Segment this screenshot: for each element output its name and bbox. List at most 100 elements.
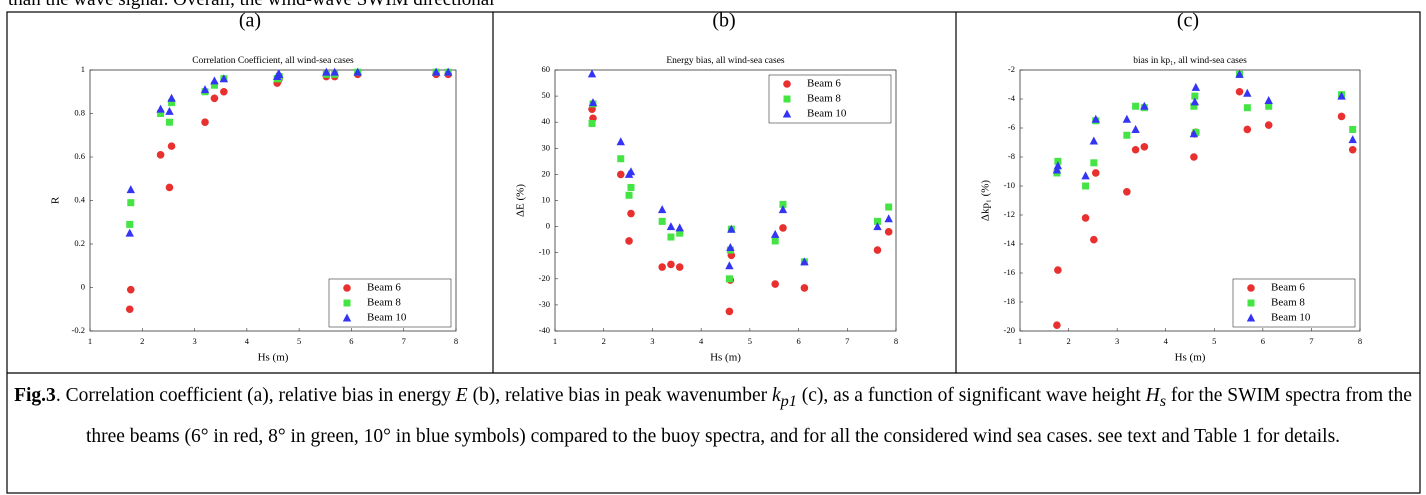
caption: Fig.3. Correlation coefficient (a), rela… — [10, 378, 1416, 455]
marker — [167, 142, 176, 150]
marker — [783, 95, 791, 103]
y-tick-label: -12 — [1004, 209, 1015, 219]
y-tick-label: -16 — [1004, 267, 1015, 277]
table-border — [6, 11, 1421, 494]
marker — [1247, 299, 1255, 307]
marker — [587, 69, 597, 78]
body-text: than the wave signal. Overall, the wind-… — [8, 0, 494, 11]
marker — [1264, 95, 1273, 104]
caption-math: H — [1145, 385, 1160, 406]
marker — [322, 67, 331, 76]
marker — [873, 246, 882, 254]
marker — [1337, 112, 1346, 121]
x-tick-label: 1 — [1018, 336, 1022, 346]
x-tick-label: 5 — [748, 336, 752, 346]
marker — [1235, 69, 1244, 78]
y-tick-label: 0 — [546, 221, 550, 231]
marker — [126, 220, 134, 228]
marker — [353, 67, 362, 76]
x-tick-label: 4 — [1164, 336, 1169, 346]
x-tick-label: 2 — [140, 336, 144, 346]
marker — [779, 224, 787, 232]
marker — [1082, 182, 1090, 190]
caption-text: for the SWIM spectra from the three beam… — [85, 385, 1412, 447]
y-tick-label: -4 — [1008, 93, 1016, 103]
caption-math: E — [455, 385, 468, 406]
y-tick-label: -14 — [1004, 238, 1016, 248]
marker — [800, 257, 809, 266]
marker — [1191, 92, 1199, 100]
caption-label: Fig.3 — [14, 385, 56, 406]
marker — [779, 200, 787, 208]
caption-math: p1 — [780, 391, 797, 410]
legend-label: Beam 8 — [807, 93, 841, 105]
x-tick-label: 3 — [1115, 336, 1119, 346]
marker — [658, 217, 666, 225]
marker — [1131, 145, 1140, 154]
marker — [1349, 125, 1357, 133]
marker — [167, 93, 176, 102]
marker — [676, 229, 684, 237]
legend-label: Beam 8 — [1271, 297, 1305, 309]
x-tick-label: 2 — [1066, 336, 1070, 346]
marker — [201, 118, 209, 126]
marker — [443, 67, 453, 76]
marker — [588, 98, 598, 107]
y-axis-label: ΔE (%) — [515, 184, 527, 217]
x-tick-label: 5 — [297, 336, 301, 346]
marker — [343, 299, 351, 307]
legend-label: Beam 8 — [367, 297, 401, 309]
x-tick-label: 4 — [699, 336, 704, 346]
marker — [125, 228, 134, 237]
marker — [210, 76, 219, 85]
marker — [210, 94, 219, 103]
marker — [125, 305, 134, 314]
plot-title: bias in kp₁, all wind-sea cases — [1133, 56, 1247, 66]
marker — [342, 313, 352, 322]
caption-text: . Correlation coefficient (a), relative … — [55, 385, 456, 406]
marker — [667, 260, 675, 269]
marker — [1348, 145, 1357, 154]
marker — [1190, 102, 1198, 110]
panel-label: (b) — [712, 10, 735, 32]
y-tick-label: 0.6 — [74, 151, 85, 161]
x-axis-label: Hs (m) — [1175, 352, 1206, 364]
marker — [1131, 124, 1140, 133]
x-tick-label: 6 — [796, 336, 800, 346]
marker — [1123, 188, 1131, 196]
marker — [884, 228, 893, 236]
marker — [126, 285, 135, 294]
y-tick-label: 60 — [542, 64, 551, 74]
x-tick-label: 1 — [88, 336, 92, 346]
x-tick-label: 8 — [894, 336, 898, 346]
marker — [625, 191, 633, 199]
y-tick-label: 30 — [542, 142, 551, 152]
marker — [1337, 91, 1346, 100]
y-tick-label: -10 — [1004, 180, 1015, 190]
plot-title: Energy bias, all wind-sea cases — [666, 56, 785, 66]
marker — [330, 67, 339, 76]
marker — [782, 109, 792, 118]
marker — [1243, 104, 1251, 112]
marker — [627, 209, 635, 218]
x-axis-label: Hs (m) — [258, 352, 289, 364]
marker — [1243, 88, 1252, 97]
marker — [165, 118, 173, 126]
marker — [873, 217, 881, 225]
legend-label: Beam 10 — [1271, 312, 1311, 324]
caption-text: (c), as a function of significant wave h… — [796, 385, 1146, 406]
x-tick-label: 8 — [454, 336, 458, 346]
marker — [1140, 101, 1149, 110]
y-tick-label: 40 — [542, 116, 551, 126]
marker — [219, 74, 229, 83]
y-tick-label: -0.2 — [72, 325, 85, 335]
marker — [725, 307, 734, 316]
y-tick-label: -10 — [539, 247, 550, 257]
y-tick-label: -18 — [1004, 296, 1015, 306]
marker — [885, 203, 893, 211]
marker — [168, 99, 176, 107]
x-tick-label: 8 — [1358, 336, 1362, 346]
y-tick-label: 50 — [542, 90, 551, 100]
legend-label: Beam 10 — [367, 312, 407, 324]
legend-label: Beam 6 — [1271, 282, 1305, 294]
